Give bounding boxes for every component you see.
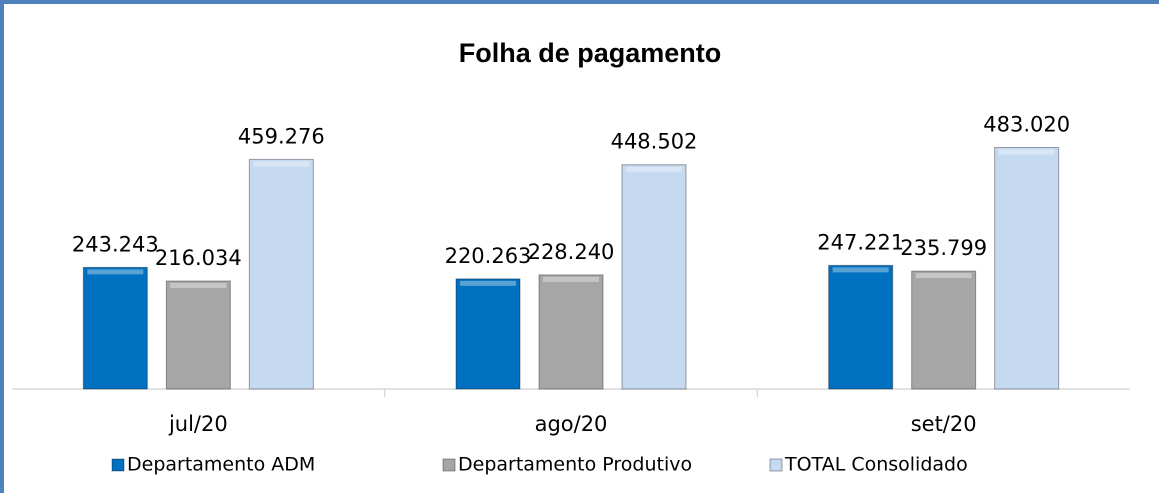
bar-bevel [87, 269, 144, 275]
value-label: 228.240 [528, 240, 615, 264]
bar-bevel [998, 149, 1055, 155]
bar [994, 146, 1060, 390]
value-label: 243.243 [72, 232, 159, 256]
chart-title: Folha de pagamento [459, 38, 722, 68]
legend-swatch [111, 458, 125, 472]
bar-bevel [626, 166, 682, 172]
bar-bevel [915, 273, 972, 279]
bar-bevel [832, 267, 889, 273]
bar-bevel [253, 161, 310, 167]
legend-swatch [769, 458, 783, 472]
bar [248, 158, 314, 390]
bar [621, 164, 687, 390]
bar [165, 280, 231, 390]
x-tick-label: ago/20 [535, 412, 608, 436]
bar [828, 264, 894, 390]
value-label: 483.020 [983, 112, 1070, 136]
bar-bevel [543, 276, 599, 282]
bar [82, 266, 148, 390]
value-label: 235.799 [900, 236, 987, 260]
value-label: 220.263 [445, 244, 532, 268]
value-label: 459.276 [238, 124, 325, 148]
value-label: 448.502 [611, 130, 698, 154]
bar-bevel [460, 280, 516, 286]
bar [911, 270, 977, 390]
x-tick-label: jul/20 [168, 412, 228, 436]
legend-swatch [442, 458, 456, 472]
x-tick-label: set/20 [911, 412, 977, 436]
bar-bevel [170, 282, 227, 288]
bar [538, 274, 604, 390]
bar [455, 278, 521, 390]
legend-label: TOTAL Consolidado [784, 454, 968, 476]
legend-label: Departamento ADM [127, 454, 315, 476]
legend-label: Departamento Produtivo [458, 454, 692, 476]
value-label: 247.221 [817, 230, 904, 254]
value-label: 216.034 [155, 246, 242, 270]
